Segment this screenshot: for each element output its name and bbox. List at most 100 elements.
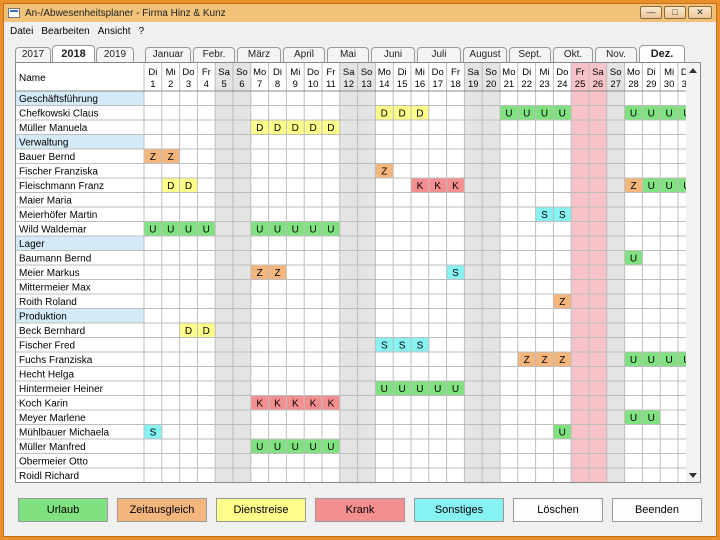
absence-cell[interactable] [144, 424, 162, 440]
absence-cell[interactable] [268, 395, 287, 411]
menu-ansicht[interactable]: Ansicht [97, 25, 131, 37]
absence-cell[interactable] [411, 381, 429, 396]
absence-cell[interactable] [179, 221, 198, 237]
absence-cell[interactable] [322, 120, 340, 135]
absence-cell[interactable] [250, 395, 269, 411]
absence-cell[interactable] [553, 352, 572, 367]
minimize-button[interactable]: — [640, 6, 662, 19]
menu-bearbeiten[interactable]: Bearbeiten [41, 25, 90, 37]
absence-cell[interactable] [393, 105, 411, 121]
absence-cell[interactable] [161, 149, 180, 164]
absence-cell[interactable] [322, 221, 340, 237]
absence-cell[interactable] [197, 221, 216, 237]
tab-year-2019[interactable]: 2019 [96, 47, 134, 62]
absence-cell[interactable] [304, 395, 322, 411]
absence-cell[interactable] [250, 120, 269, 135]
absence-cell[interactable] [446, 265, 465, 280]
absence-cell[interactable] [268, 120, 287, 135]
absence-cell[interactable] [642, 178, 661, 193]
tab-month-5[interactable]: Mai [327, 47, 369, 62]
absence-cell[interactable] [428, 381, 447, 396]
vertical-scrollbar[interactable] [686, 62, 701, 483]
absence-cell[interactable] [286, 120, 305, 135]
tab-month-4[interactable]: April [283, 47, 325, 62]
absence-cell[interactable] [161, 178, 180, 193]
absence-cell[interactable] [624, 410, 643, 425]
absence-cell[interactable] [446, 178, 465, 193]
absence-cell[interactable] [268, 265, 287, 280]
tab-month-1[interactable]: Januar [145, 47, 191, 62]
absence-cell[interactable] [375, 337, 394, 353]
absence-cell[interactable] [197, 323, 216, 338]
absence-cell[interactable] [250, 265, 269, 280]
tab-month-11[interactable]: Nov. [595, 47, 637, 62]
absence-cell[interactable] [553, 294, 572, 309]
absence-cell[interactable] [624, 352, 643, 367]
menu-datei[interactable]: Datei [10, 25, 34, 37]
absence-cell[interactable] [286, 221, 305, 237]
absence-cell[interactable] [411, 105, 429, 121]
absence-cell[interactable] [446, 381, 465, 396]
absence-cell[interactable] [553, 424, 572, 440]
scroll-up-icon[interactable] [689, 68, 697, 73]
tab-month-12[interactable]: Dez. [639, 45, 685, 62]
urlaub-button[interactable]: Urlaub [18, 498, 108, 522]
absence-cell[interactable] [500, 105, 518, 121]
absence-cell[interactable] [393, 337, 411, 353]
absence-cell[interactable] [428, 178, 447, 193]
tab-month-8[interactable]: August [463, 47, 507, 62]
scroll-down-icon[interactable] [689, 473, 697, 478]
absence-cell[interactable] [642, 352, 661, 367]
absence-cell[interactable] [250, 439, 269, 454]
absence-cell[interactable] [304, 439, 322, 454]
absence-cell[interactable] [660, 178, 678, 193]
absence-cell[interactable] [660, 352, 678, 367]
tab-month-9[interactable]: Sept. [509, 47, 551, 62]
tab-month-10[interactable]: Okt. [553, 47, 593, 62]
absence-cell[interactable] [375, 381, 394, 396]
absence-cell[interactable] [411, 337, 429, 353]
absence-cell[interactable] [286, 395, 305, 411]
tab-year-2018[interactable]: 2018 [52, 45, 95, 62]
menu-help[interactable]: ? [138, 25, 145, 37]
absence-cell[interactable] [660, 105, 678, 121]
absence-cell[interactable] [268, 439, 287, 454]
krank-button[interactable]: Krank [315, 498, 405, 522]
absence-cell[interactable] [393, 381, 411, 396]
dienstreise-button[interactable]: Dienstreise [216, 498, 306, 522]
absence-cell[interactable] [322, 439, 340, 454]
tab-month-3[interactable]: März [237, 47, 281, 62]
absence-cell[interactable] [179, 178, 198, 193]
absence-cell[interactable] [624, 105, 643, 121]
tab-month-7[interactable]: Juli [417, 47, 461, 62]
absence-cell[interactable] [411, 178, 429, 193]
close-button[interactable]: ✕ [688, 6, 712, 19]
absence-cell[interactable] [535, 207, 554, 222]
absence-cell[interactable] [179, 323, 198, 338]
absence-cell[interactable] [535, 352, 554, 367]
absence-cell[interactable] [304, 120, 322, 135]
absence-cell[interactable] [517, 352, 536, 367]
tab-year-2017[interactable]: 2017 [15, 47, 51, 62]
sonstiges-button[interactable]: Sonstiges [414, 498, 504, 522]
absence-cell[interactable] [304, 221, 322, 237]
tab-month-6[interactable]: Juni [371, 47, 415, 62]
absence-cell[interactable] [286, 439, 305, 454]
absence-cell[interactable] [535, 105, 554, 121]
maximize-button[interactable]: □ [664, 6, 686, 19]
absence-cell[interactable] [642, 105, 661, 121]
absence-cell[interactable] [517, 105, 536, 121]
tab-month-2[interactable]: Febr. [193, 47, 235, 62]
absence-cell[interactable] [144, 149, 162, 164]
loeschen-button[interactable]: Löschen [513, 498, 603, 522]
absence-cell[interactable] [322, 395, 340, 411]
beenden-button[interactable]: Beenden [612, 498, 702, 522]
absence-cell[interactable] [553, 105, 572, 121]
absence-cell[interactable] [268, 221, 287, 237]
absence-cell[interactable] [144, 221, 162, 237]
zeitausgleich-button[interactable]: Zeitausgleich [117, 498, 207, 522]
absence-cell[interactable] [624, 178, 643, 193]
absence-cell[interactable] [250, 221, 269, 237]
absence-cell[interactable] [642, 410, 661, 425]
absence-cell[interactable] [553, 207, 572, 222]
